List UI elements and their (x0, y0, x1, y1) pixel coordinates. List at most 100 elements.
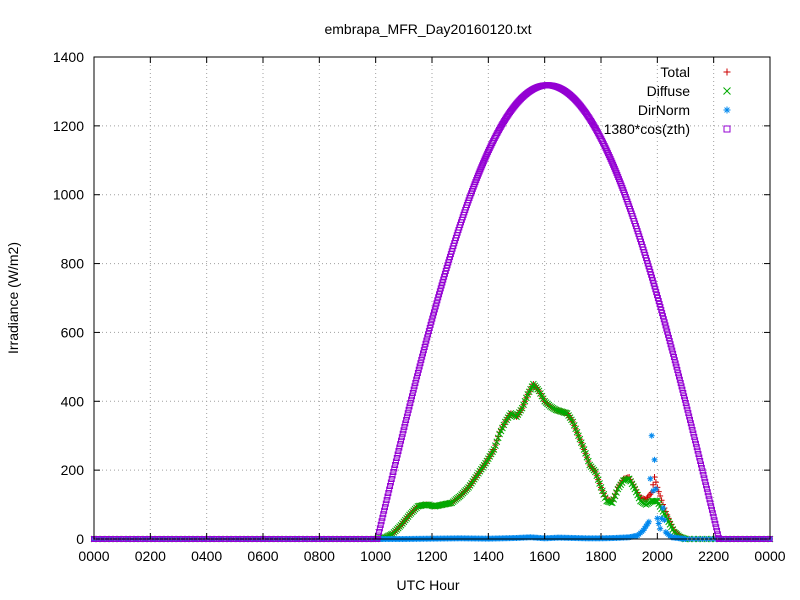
legend-label: DirNorm (638, 102, 690, 118)
x-tick-label: 2200 (698, 548, 729, 564)
data-point (575, 432, 582, 440)
data-point (398, 434, 405, 441)
data-point (599, 487, 606, 495)
data-point (381, 504, 388, 511)
x-tick-label: 0800 (304, 548, 335, 564)
data-point (658, 307, 665, 314)
data-point (684, 406, 691, 413)
x-tick-label: 0600 (247, 548, 278, 564)
data-point (416, 363, 423, 370)
data-point (583, 453, 591, 461)
y-tick-label: 1400 (53, 49, 84, 65)
data-point (426, 324, 433, 331)
data-point (420, 347, 427, 354)
data-point (484, 150, 491, 157)
data-point (389, 472, 396, 479)
data-point (672, 360, 679, 367)
data-point (710, 513, 717, 520)
data-point (397, 441, 404, 448)
data-point (707, 499, 714, 506)
data-point (434, 297, 441, 304)
data-point (490, 446, 498, 453)
data-point (597, 484, 605, 491)
data-point (693, 444, 700, 451)
data-point (651, 497, 658, 505)
data-point (493, 438, 501, 446)
legend-marker (723, 68, 731, 76)
data-point (394, 451, 401, 458)
data-point (418, 356, 425, 363)
data-point (414, 373, 421, 380)
data-point (573, 428, 581, 436)
data-point (669, 347, 676, 354)
series-3 (91, 82, 773, 542)
data-point (687, 420, 694, 427)
data-point (705, 492, 712, 499)
data-point (387, 483, 394, 490)
data-point (596, 480, 603, 487)
data-point (584, 457, 592, 465)
data-point (666, 338, 673, 345)
legend-marker (723, 125, 731, 133)
data-point (700, 471, 707, 478)
data-point (430, 312, 437, 319)
data-point (658, 497, 665, 504)
data-point (667, 341, 674, 348)
data-point (678, 383, 685, 390)
data-point (606, 153, 613, 160)
data-point (611, 492, 619, 500)
data-point (419, 353, 426, 360)
data-point (661, 319, 668, 326)
y-axis-title: Irradiance (W/m2) (5, 242, 21, 354)
data-point (404, 410, 411, 417)
legend: Total Diffuse DirNorm 1380*cos(zth) (604, 64, 731, 137)
data-point (656, 301, 663, 308)
data-point (699, 468, 706, 475)
data-point (421, 343, 428, 350)
data-point (682, 400, 689, 407)
data-point (651, 456, 658, 463)
data-point (681, 396, 688, 403)
y-tick-label: 600 (61, 324, 85, 340)
data-point (660, 316, 667, 323)
data-point (393, 455, 400, 462)
data-point (652, 486, 659, 493)
data-point (577, 439, 585, 446)
data-point (674, 366, 681, 373)
data-point (429, 315, 436, 322)
data-point (392, 458, 399, 465)
data-point (494, 434, 502, 442)
data-point (708, 503, 715, 510)
data-point (594, 476, 602, 483)
legend-label: Total (660, 64, 690, 80)
data-point (695, 451, 702, 458)
data-point (424, 334, 431, 341)
data-point (579, 442, 587, 450)
data-point (400, 427, 407, 434)
data-point (607, 155, 614, 162)
data-point (572, 425, 580, 433)
data-point (385, 490, 392, 497)
data-point (408, 396, 415, 403)
data-point (425, 331, 432, 338)
data-point (657, 304, 664, 311)
data-point (376, 525, 383, 532)
data-point (495, 433, 502, 440)
data-point (392, 461, 399, 468)
data-point (417, 360, 424, 367)
data-point (406, 403, 413, 410)
data-point (391, 465, 398, 472)
x-tick-label: 1600 (529, 548, 560, 564)
data-point (576, 435, 584, 443)
legend-label: 1380*cos(zth) (604, 121, 690, 137)
data-point (664, 328, 671, 335)
data-point (685, 410, 692, 417)
data-point (688, 423, 695, 430)
data-point (681, 393, 688, 400)
data-point (382, 500, 389, 507)
x-tick-label: 1400 (473, 548, 504, 564)
y-tick-label: 1200 (53, 118, 84, 134)
data-point (600, 490, 607, 497)
grid-lines (94, 57, 770, 539)
